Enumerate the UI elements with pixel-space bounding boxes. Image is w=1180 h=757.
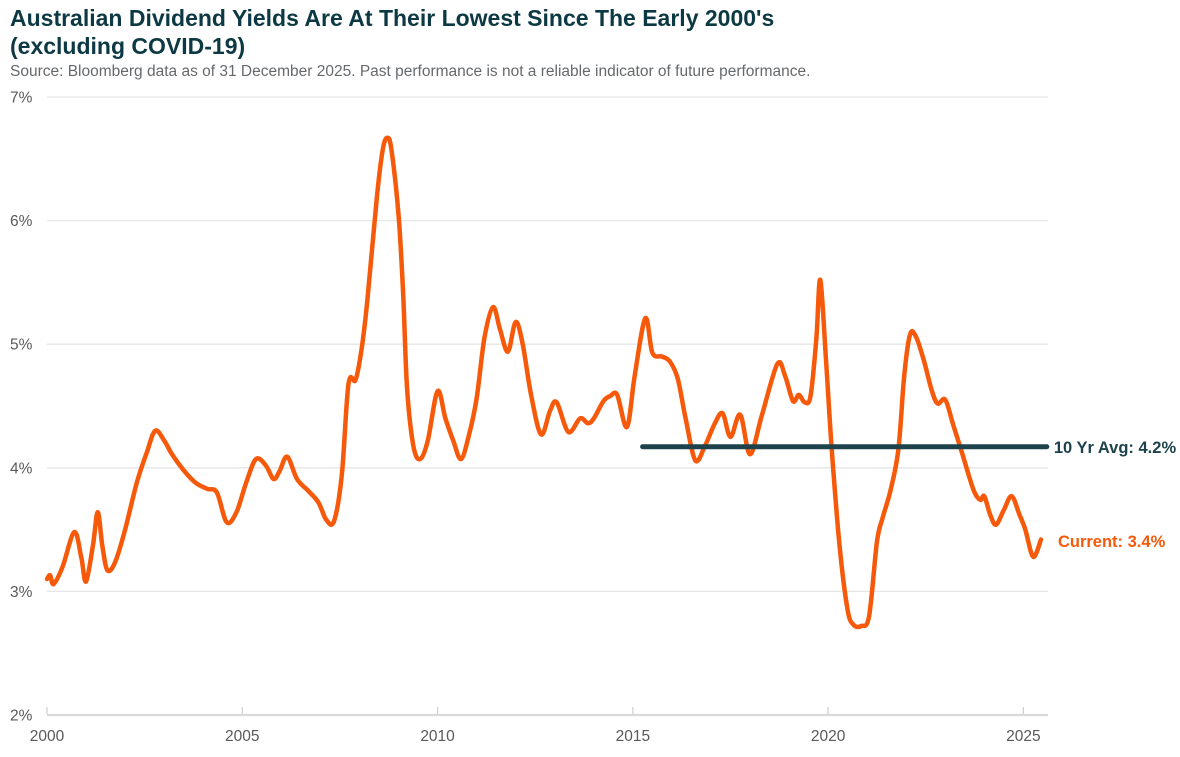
chart-title-line1: Australian Dividend Yields Are At Their … bbox=[10, 5, 775, 31]
y-axis-label-7pct: 7% bbox=[10, 90, 33, 107]
x-axis-label-2010: 2010 bbox=[420, 728, 455, 745]
y-axis-label-3pct: 3% bbox=[10, 584, 33, 601]
current-value-label: Current: 3.4% bbox=[1058, 533, 1166, 551]
chart-source-note: Source: Bloomberg data as of 31 December… bbox=[10, 63, 811, 80]
y-axis-label-2pct: 2% bbox=[10, 708, 33, 725]
x-axis-label-2020: 2020 bbox=[811, 728, 846, 745]
chart-header: Australian Dividend Yields Are At Their … bbox=[10, 4, 1170, 81]
x-axis-label-2025: 2025 bbox=[1006, 728, 1040, 745]
x-axis-label-2005: 2005 bbox=[225, 728, 259, 745]
y-axis-label-6pct: 6% bbox=[10, 213, 33, 230]
ten-year-average-label: 10 Yr Avg: 4.2% bbox=[1054, 439, 1177, 457]
y-axis-label-4pct: 4% bbox=[10, 460, 33, 477]
chart-title-line2: (excluding COVID-19) bbox=[10, 33, 246, 59]
dividend-yield-line bbox=[44, 135, 1044, 630]
y-axis-label-5pct: 5% bbox=[10, 337, 33, 354]
x-axis-label-2015: 2015 bbox=[616, 728, 650, 745]
chart-title: Australian Dividend Yields Are At Their … bbox=[10, 4, 1170, 60]
x-axis-label-2000: 2000 bbox=[30, 728, 65, 745]
